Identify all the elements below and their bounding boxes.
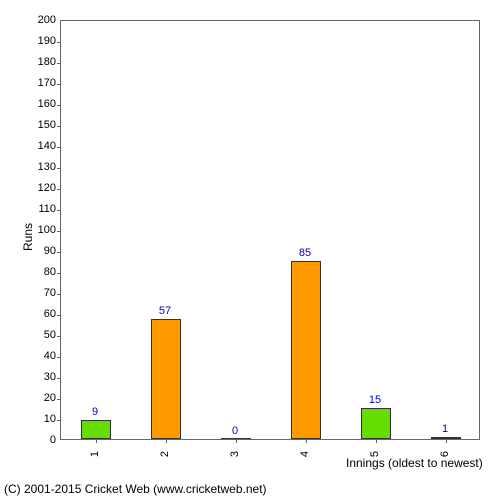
bar-value-label: 9 — [92, 406, 98, 418]
bar-value-label: 0 — [232, 425, 238, 437]
y-tick-mark — [57, 63, 61, 64]
bar — [291, 261, 320, 440]
y-tick-label: 80 — [44, 266, 56, 278]
bar — [81, 420, 110, 439]
bar — [221, 438, 250, 439]
x-tick-mark — [166, 439, 167, 443]
y-axis-label: Runs — [21, 223, 35, 251]
bar — [431, 437, 460, 439]
chart-container: Runs Innings (oldest to newest) (C) 2001… — [0, 0, 500, 500]
y-tick-mark — [57, 273, 61, 274]
copyright-text: (C) 2001-2015 Cricket Web (www.cricketwe… — [4, 482, 267, 496]
y-tick-label: 130 — [38, 161, 56, 173]
x-tick-mark — [446, 439, 447, 443]
y-tick-label: 140 — [38, 140, 56, 152]
bar-value-label: 57 — [159, 305, 171, 317]
x-tick-label: 3 — [229, 451, 241, 457]
x-tick-mark — [376, 439, 377, 443]
y-tick-mark — [57, 168, 61, 169]
y-tick-label: 90 — [44, 245, 56, 257]
x-tick-mark — [306, 439, 307, 443]
bar — [361, 408, 390, 440]
y-tick-label: 50 — [44, 329, 56, 341]
y-tick-label: 200 — [38, 14, 56, 26]
y-tick-label: 180 — [38, 56, 56, 68]
bar — [151, 319, 180, 439]
x-tick-label: 6 — [439, 451, 451, 457]
y-tick-mark — [57, 399, 61, 400]
y-tick-label: 0 — [50, 434, 56, 446]
x-tick-mark — [236, 439, 237, 443]
y-tick-label: 70 — [44, 287, 56, 299]
y-tick-label: 60 — [44, 308, 56, 320]
y-tick-mark — [57, 210, 61, 211]
y-tick-label: 30 — [44, 371, 56, 383]
x-tick-label: 2 — [159, 451, 171, 457]
y-tick-mark — [57, 147, 61, 148]
y-tick-mark — [57, 357, 61, 358]
y-tick-mark — [57, 336, 61, 337]
bar-value-label: 15 — [369, 394, 381, 406]
y-tick-label: 150 — [38, 119, 56, 131]
x-tick-label: 5 — [369, 451, 381, 457]
bar-value-label: 1 — [442, 423, 448, 435]
plot-area — [60, 20, 480, 440]
y-tick-label: 160 — [38, 98, 56, 110]
y-tick-label: 20 — [44, 392, 56, 404]
y-tick-label: 40 — [44, 350, 56, 362]
y-tick-label: 190 — [38, 35, 56, 47]
y-tick-mark — [57, 420, 61, 421]
y-tick-mark — [57, 105, 61, 106]
x-tick-mark — [96, 439, 97, 443]
y-tick-mark — [57, 126, 61, 127]
y-tick-label: 10 — [44, 413, 56, 425]
y-tick-mark — [57, 378, 61, 379]
x-axis-label: Innings (oldest to newest) — [346, 456, 483, 470]
y-tick-mark — [57, 84, 61, 85]
y-tick-mark — [57, 189, 61, 190]
y-tick-mark — [57, 294, 61, 295]
y-tick-mark — [57, 231, 61, 232]
bar-value-label: 85 — [299, 247, 311, 259]
x-tick-label: 4 — [299, 451, 311, 457]
y-tick-mark — [57, 315, 61, 316]
y-tick-label: 170 — [38, 77, 56, 89]
y-tick-label: 110 — [38, 203, 56, 215]
y-tick-label: 100 — [38, 224, 56, 236]
y-tick-mark — [57, 42, 61, 43]
x-tick-label: 1 — [89, 451, 101, 457]
y-tick-mark — [57, 252, 61, 253]
y-tick-label: 120 — [38, 182, 56, 194]
